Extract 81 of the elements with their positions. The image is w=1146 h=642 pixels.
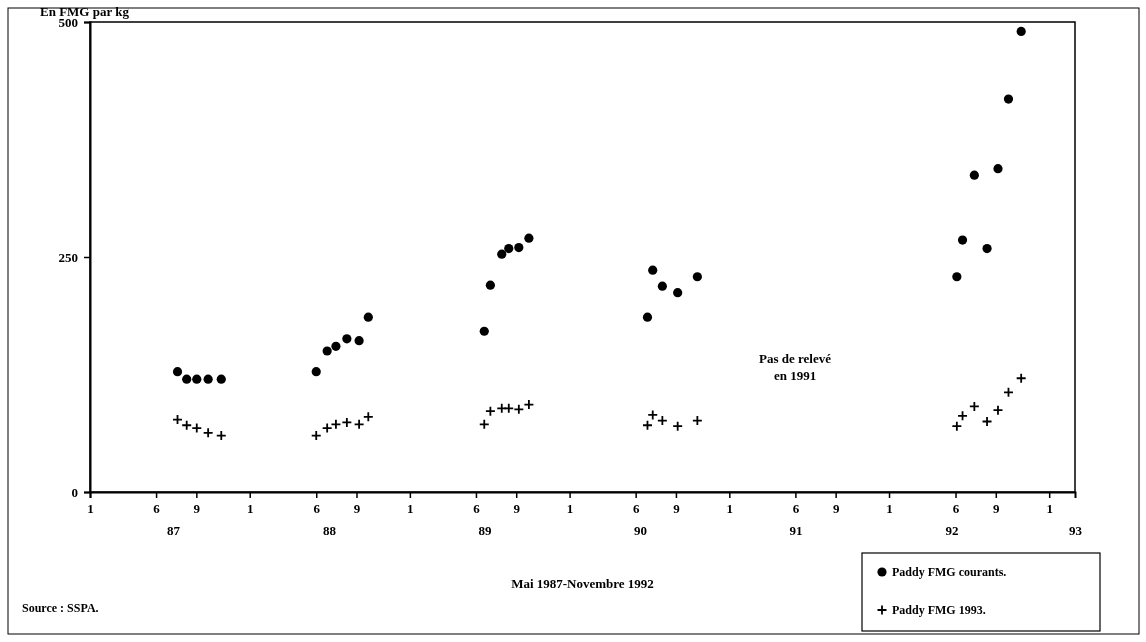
y-axis-title: En FMG par kg: [40, 4, 130, 19]
point: [992, 404, 1004, 416]
legend-label: Paddy FMG 1993.: [892, 603, 986, 618]
point: [672, 420, 684, 432]
point: [342, 334, 352, 344]
x-tick-label: 6: [313, 501, 321, 517]
x2-tick-label: 93: [1069, 523, 1083, 539]
annotation: Pas de relevé en 1991: [759, 351, 832, 383]
point: [203, 374, 213, 384]
y-tick-label: 250: [58, 249, 78, 265]
point: [215, 430, 227, 441]
x2-tick-label: 91: [789, 523, 803, 539]
x2-tick-label: 88: [323, 523, 337, 539]
x-tick-label: 9: [673, 501, 681, 517]
x-axis-title: Mai 1987-Novembre 1992: [511, 576, 654, 591]
point: [952, 272, 962, 282]
point: [524, 233, 534, 243]
point: [362, 411, 374, 423]
x-tick-label: 9: [193, 501, 201, 517]
point: [363, 312, 373, 322]
point: [692, 272, 702, 282]
point: [504, 243, 514, 254]
x2-tick-label: 89: [478, 523, 493, 539]
x-tick-label: 9: [353, 501, 361, 517]
x-tick-label: 6: [952, 501, 960, 517]
point: [353, 418, 365, 430]
x2-tick-label: 87: [167, 523, 181, 539]
x-tick-label: 6: [153, 501, 161, 517]
point: [310, 430, 322, 441]
point: [657, 281, 667, 291]
x2-tick-label: 92: [945, 523, 959, 539]
legend-label: Paddy FMG courants.: [892, 565, 1007, 580]
x-tick-label: 1: [1046, 501, 1053, 517]
point: [216, 374, 226, 384]
point: [331, 341, 341, 351]
point: [1003, 94, 1014, 104]
point: [969, 170, 979, 180]
point: [172, 367, 183, 377]
point: [993, 164, 1003, 174]
source-note: Source : SSPA.: [22, 601, 99, 615]
point: [648, 265, 658, 275]
point: [202, 427, 214, 439]
x-tick-label: 1: [566, 501, 574, 517]
y-tick-label: 0: [71, 484, 78, 500]
point: [514, 243, 524, 253]
point: [192, 374, 202, 384]
point: [673, 288, 683, 298]
x-tick-label: 9: [832, 501, 840, 517]
x-tick-label: 9: [993, 501, 1001, 517]
x-tick-label: 1: [726, 501, 734, 517]
point: [322, 346, 332, 356]
x-tick-label: 1: [886, 501, 893, 517]
x-tick-label: 1: [407, 501, 414, 517]
x-tick-label: 6: [792, 501, 800, 517]
point: [311, 367, 321, 377]
point: [182, 374, 192, 384]
point: [321, 422, 333, 434]
point: [1016, 26, 1026, 36]
point: [642, 312, 653, 322]
point: [484, 405, 496, 417]
x-tick-label: 1: [87, 501, 94, 517]
point: [181, 419, 193, 431]
x-tick-label: 6: [473, 501, 481, 517]
x-tick-label: 1: [246, 501, 254, 517]
point: [497, 249, 507, 259]
point: [479, 326, 489, 336]
point: [982, 243, 992, 254]
point: [951, 420, 963, 432]
x-tick-label: 6: [632, 501, 640, 517]
point: [191, 422, 203, 434]
x-tick-label: 9: [513, 501, 521, 517]
point: [503, 402, 515, 414]
point: [957, 235, 968, 245]
point: [647, 409, 659, 421]
point: [354, 336, 364, 346]
point: [330, 418, 342, 430]
point: [478, 418, 490, 430]
point: [485, 280, 495, 290]
point: [1015, 372, 1027, 384]
point: [513, 403, 525, 415]
x2-tick-label: 90: [634, 523, 648, 539]
